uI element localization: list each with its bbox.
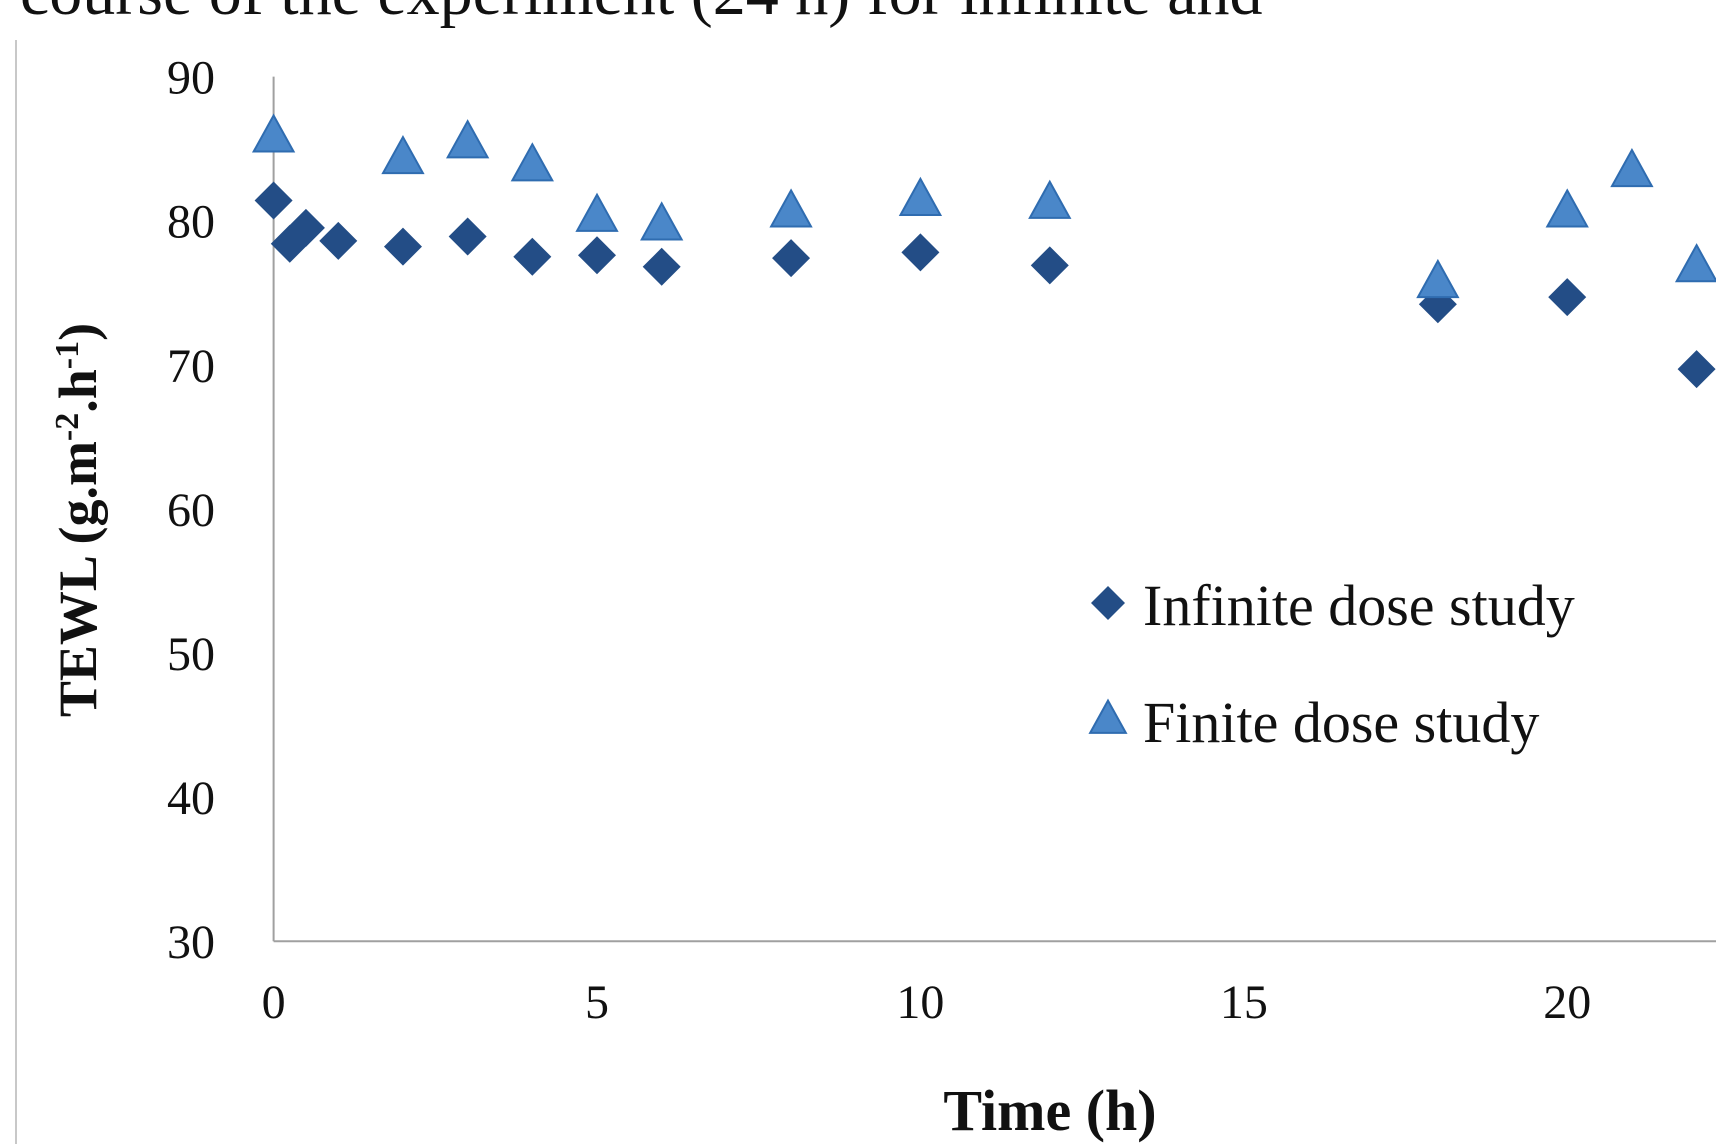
triangle-marker <box>1674 243 1716 283</box>
y-axis-title-part: TEWL (g.m <box>48 441 108 717</box>
y-tick-label: 30 <box>167 916 215 969</box>
triangle-marker <box>769 188 813 228</box>
diamond-marker <box>319 221 358 260</box>
diamond-marker <box>1677 350 1716 389</box>
triangle-marker <box>898 176 943 216</box>
y-tick-label: 60 <box>167 484 215 537</box>
x-tick-label: 5 <box>585 976 609 1029</box>
triangle-marker <box>640 201 684 241</box>
legend-marker <box>1091 586 1125 620</box>
y-tick-label: 50 <box>167 628 215 681</box>
y-axis-title-part: -2 <box>49 413 86 441</box>
x-tick-label: 20 <box>1543 976 1591 1029</box>
y-tick-label: 90 <box>167 52 215 105</box>
legend-marker <box>1088 698 1128 734</box>
diamond-marker <box>254 181 293 220</box>
diamond-marker <box>1548 278 1587 317</box>
x-axis-title: Time (h) <box>943 1078 1156 1143</box>
diamond-marker <box>642 247 681 286</box>
legend-label: Infinite dose study <box>1143 573 1575 638</box>
triangle-marker <box>1610 147 1654 188</box>
y-axis-title-part: -1 <box>49 341 86 369</box>
diamond-marker <box>772 239 811 278</box>
triangle-marker <box>510 142 554 182</box>
diamond-marker <box>901 233 940 272</box>
diamond-marker <box>578 236 617 275</box>
diamond-marker <box>513 237 552 276</box>
triangle-marker <box>381 135 425 175</box>
triangle-marker <box>1416 258 1460 299</box>
triangle-marker <box>1545 188 1589 228</box>
diamond-marker <box>1030 246 1069 285</box>
legend-label: Finite dose study <box>1143 690 1539 755</box>
triangle-marker <box>251 113 296 153</box>
chart-title: course of the experiment (24 h) for infi… <box>20 0 1263 29</box>
triangle-marker <box>1028 179 1072 219</box>
triangle-marker <box>445 119 490 159</box>
y-tick-label: 80 <box>167 196 215 249</box>
y-axis-title-part: .h <box>48 369 108 413</box>
y-axis-title-part: ) <box>48 323 108 341</box>
x-tick-label: 10 <box>896 976 944 1029</box>
triangle-marker <box>575 192 619 232</box>
diamond-marker <box>286 208 325 247</box>
y-axis-title: TEWL (g.m-2.h-1) <box>48 323 108 717</box>
y-tick-label: 40 <box>167 772 215 825</box>
x-tick-label: 0 <box>262 976 286 1029</box>
diamond-marker <box>448 217 487 256</box>
y-tick-label: 70 <box>167 340 215 393</box>
diamond-marker <box>383 227 422 266</box>
x-tick-label: 15 <box>1220 976 1268 1029</box>
